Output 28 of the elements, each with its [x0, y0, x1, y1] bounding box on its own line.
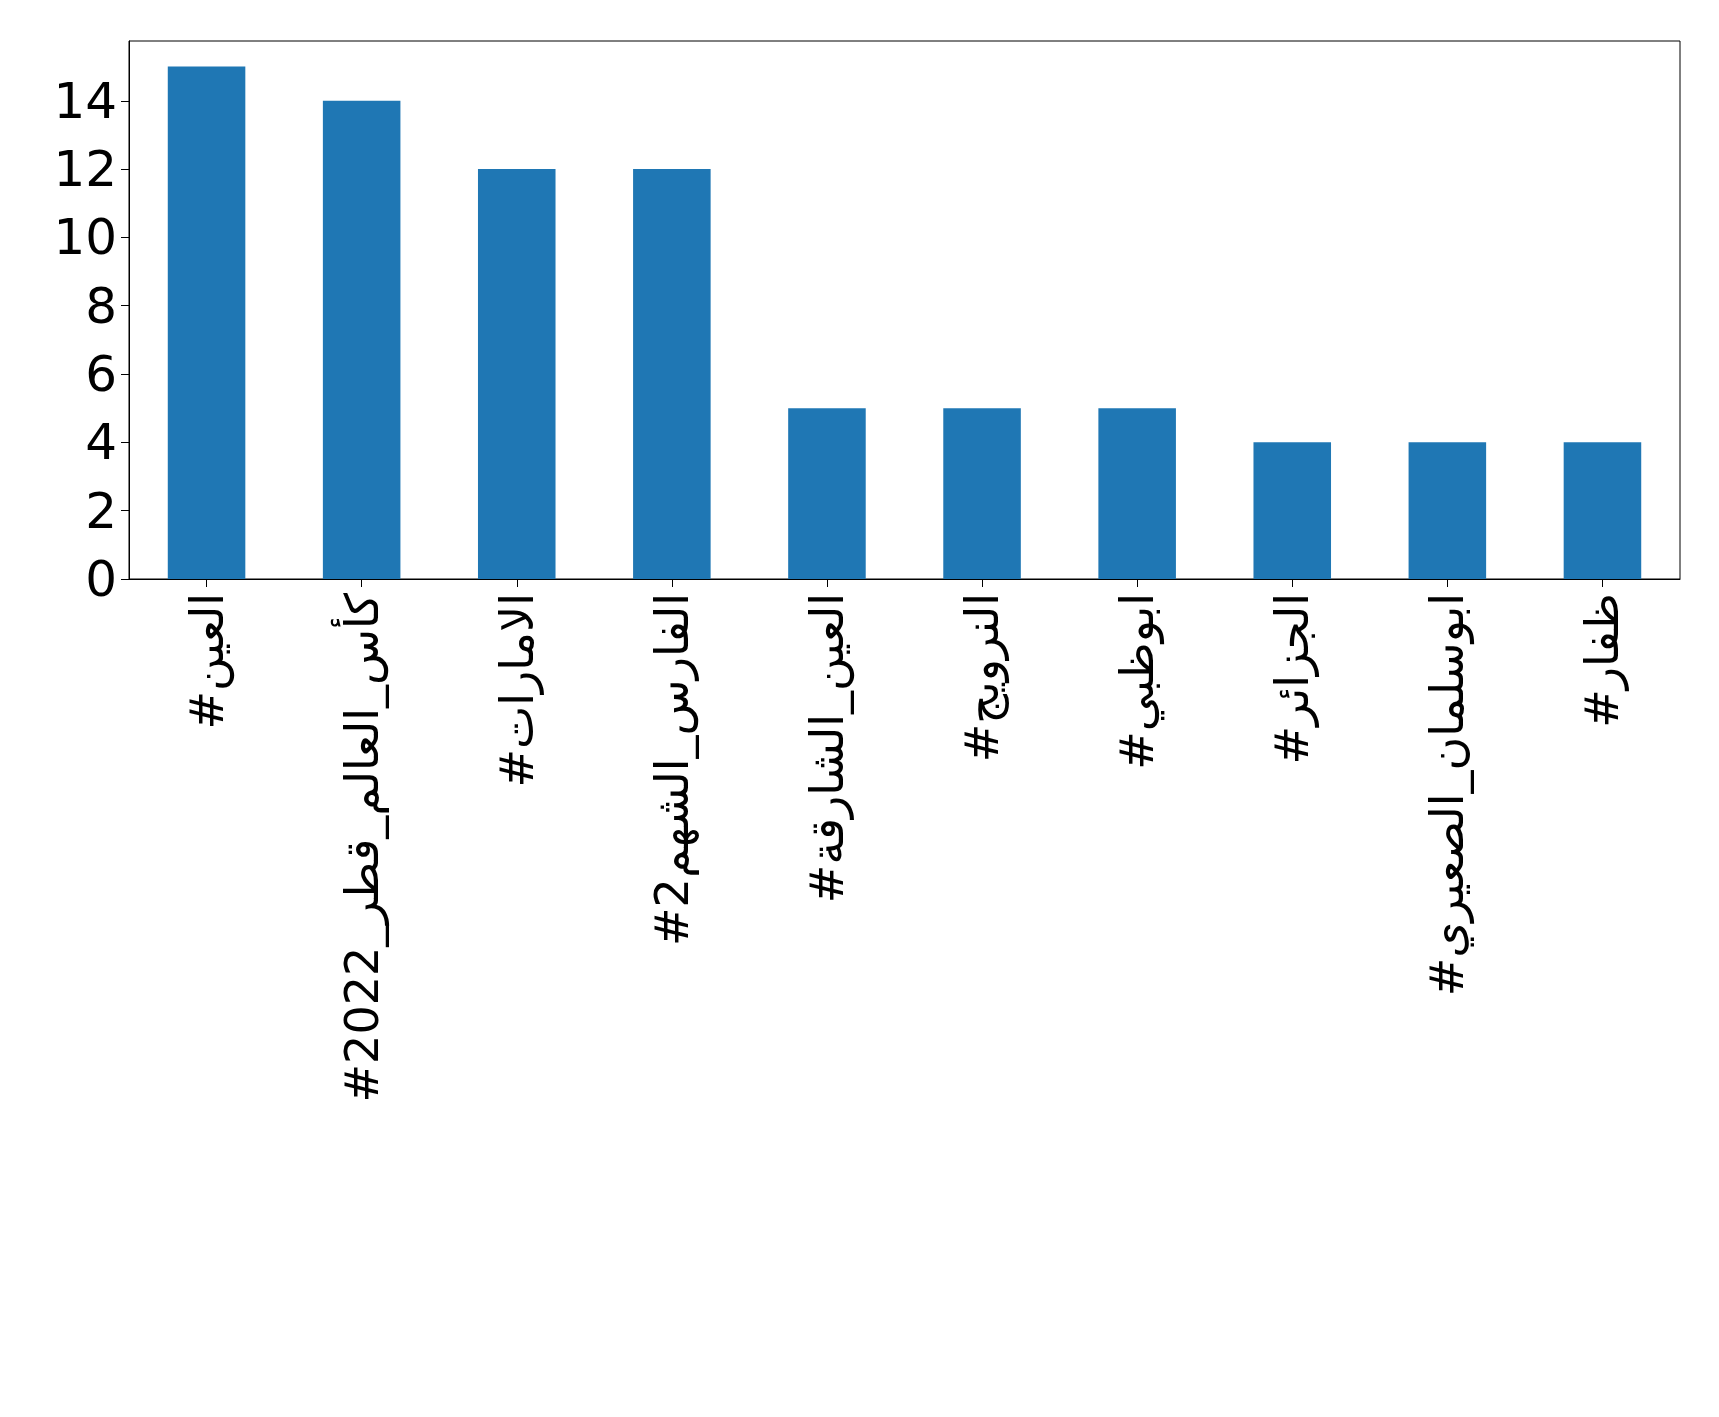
bar [1098, 408, 1176, 579]
x-tick-label: #الامارات [489, 593, 544, 788]
x-tick-label: #العين [179, 593, 235, 730]
bar [943, 408, 1021, 579]
bar [167, 66, 246, 579]
y-tick-label: 10 [53, 208, 117, 267]
bar [322, 100, 401, 579]
y-tick-label: 2 [85, 481, 117, 540]
bar [1253, 442, 1332, 579]
x-tick-label: #النرويج [955, 593, 1011, 763]
x-tick-label: #العين_الشارقة [799, 593, 855, 904]
x-tick-label: #ابوظبي [1110, 593, 1166, 770]
x-tick-label: #الفارس_الشهم2 [644, 593, 699, 946]
y-tick-label: 12 [53, 140, 117, 199]
bar [788, 408, 866, 579]
x-tick-label: #الجزائر [1265, 593, 1321, 765]
y-tick-label: 14 [53, 71, 117, 130]
x-tick-label: #ظفار [1575, 593, 1630, 728]
y-tick-label: 8 [85, 276, 117, 335]
bar [633, 169, 711, 579]
x-tick-label: #ابوسلمان_الصعيري [1420, 593, 1476, 997]
x-tick-label: #كأس_العالم_قطر_2022 [329, 592, 390, 1103]
y-tick-label: 6 [85, 345, 117, 404]
bar [1563, 442, 1642, 579]
bar [477, 169, 556, 579]
bar [1408, 442, 1487, 579]
y-tick-label: 4 [85, 413, 117, 472]
y-tick-label: 0 [85, 550, 117, 608]
